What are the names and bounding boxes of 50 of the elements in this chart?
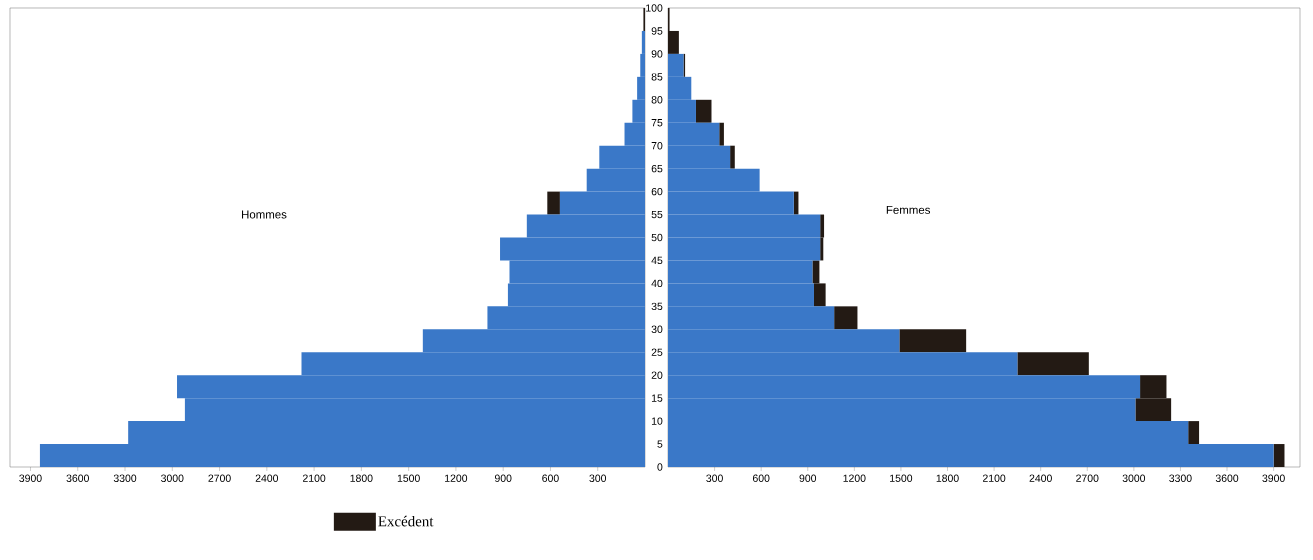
x-tick-label: 1200 [445, 474, 468, 482]
y-tick-label: 15 [651, 394, 663, 402]
x-tick-label: 900 [494, 474, 512, 482]
x-tick-label: 300 [589, 474, 607, 482]
y-tick-label: 10 [651, 417, 663, 425]
x-tick-label: 600 [542, 474, 559, 482]
x-tick-label: 900 [799, 474, 817, 482]
x-tick-label: 1200 [843, 474, 866, 482]
x-tick-label: 2700 [1076, 474, 1099, 482]
x-tick-label: 2100 [303, 474, 326, 482]
y-tick-label: 60 [651, 187, 663, 196]
x-tick-label: 3900 [1262, 474, 1285, 482]
y-tick-label: 65 [651, 164, 663, 173]
x-tick-label: 3000 [161, 474, 184, 482]
x-tick-label: 3900 [19, 474, 42, 482]
x-tick-label: 1500 [397, 474, 420, 482]
x-tick-label: 1800 [350, 474, 373, 482]
x-tick-label: 300 [706, 474, 723, 482]
x-tick-label: 3300 [113, 474, 137, 482]
x-tick-label: 2100 [983, 474, 1006, 482]
y-tick-label: 0 [657, 463, 663, 471]
y-tick-label: 20 [651, 371, 663, 379]
legend-label: Excédent [378, 515, 434, 527]
x-tick-label: 2400 [255, 474, 279, 482]
y-tick-label: 80 [651, 96, 663, 104]
x-tick-label: 1500 [890, 474, 913, 482]
y-tick-label: 95 [651, 27, 663, 35]
y-tick-label: 40 [651, 279, 663, 288]
y-tick-label: 50 [651, 233, 663, 242]
annotation: Femmes [886, 205, 931, 214]
x-tick-label: 600 [752, 474, 770, 482]
y-tick-label: 30 [651, 325, 663, 334]
annotation: Hommes [242, 210, 287, 219]
y-tick-label: 100 [646, 4, 663, 12]
x-tick-label: 2400 [1029, 474, 1052, 482]
x-tick-label: 3600 [1215, 474, 1239, 482]
y-tick-label: 90 [651, 50, 663, 58]
y-tick-label: 25 [651, 348, 663, 356]
y-tick-label: 85 [651, 73, 663, 81]
x-tick-label: 3300 [1169, 474, 1192, 482]
y-tick-label: 45 [651, 256, 663, 265]
y-tick-label: 70 [651, 142, 663, 150]
x-tick-label: 2700 [208, 474, 231, 482]
y-tick-label: 55 [651, 210, 663, 219]
x-tick-label: 3000 [1122, 474, 1146, 482]
y-tick-label: 35 [651, 302, 663, 311]
x-tick-label: 3600 [66, 474, 89, 482]
y-tick-label: 5 [657, 440, 663, 448]
y-tick-label: 75 [651, 119, 663, 127]
x-tick-label: 1800 [936, 474, 959, 482]
